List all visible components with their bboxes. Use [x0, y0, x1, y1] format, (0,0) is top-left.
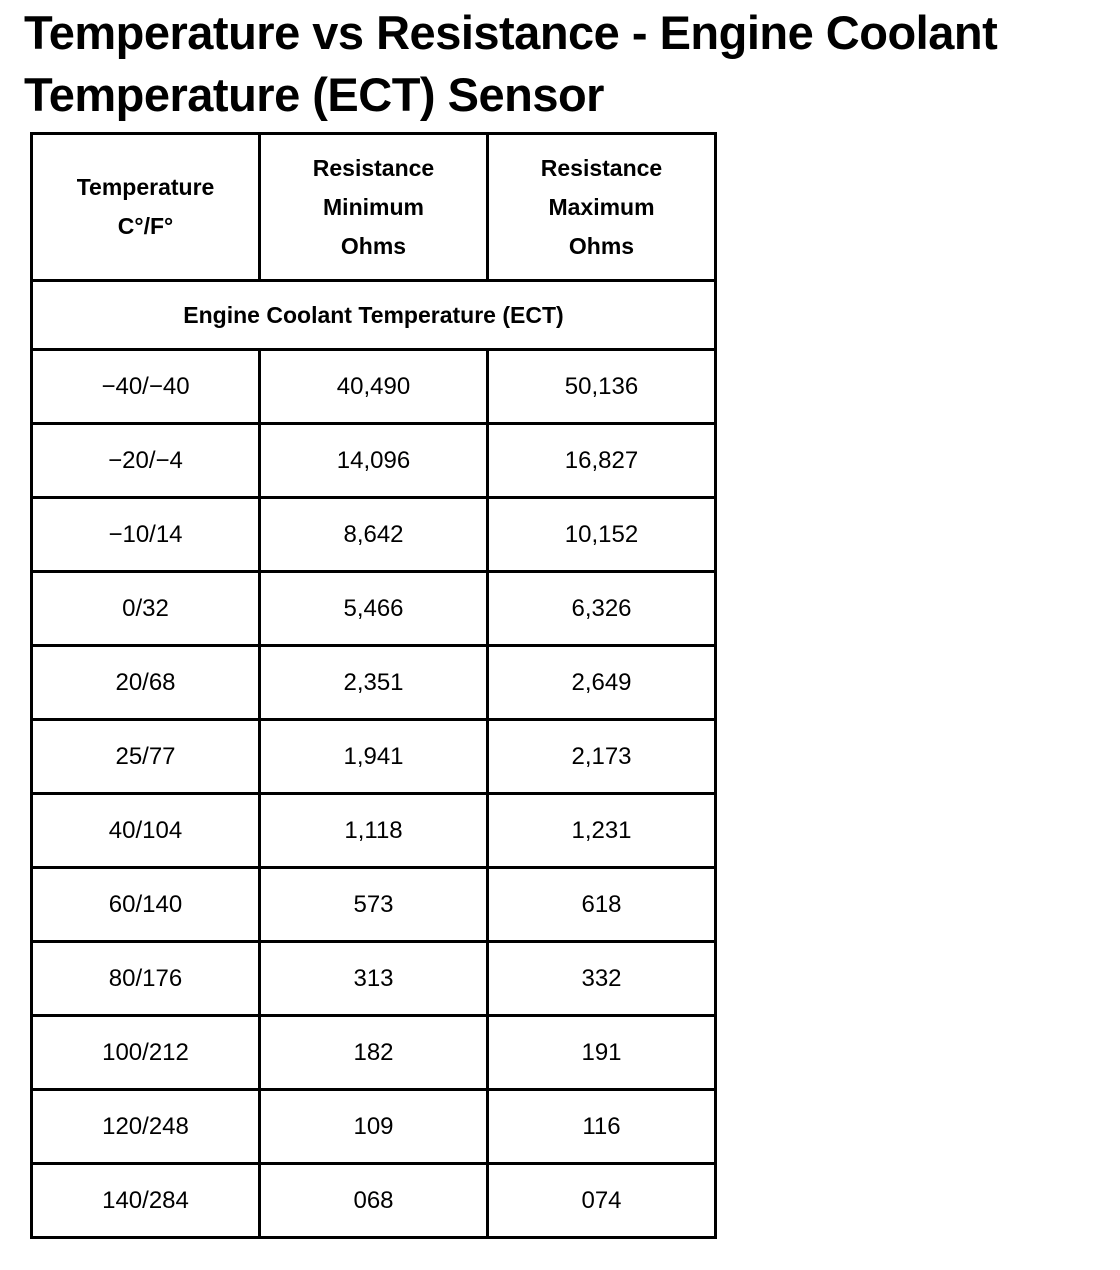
page-title: Temperature vs Resistance - Engine Coola… — [24, 6, 998, 121]
header-line: Ohms — [568, 232, 635, 259]
resistance-min-cell: 109 — [258, 1088, 489, 1165]
table-row: 80/176 313 332 — [30, 940, 717, 1017]
resistance-min-cell: 573 — [258, 866, 489, 943]
section-row: Engine Coolant Temperature (ECT) — [30, 279, 717, 351]
header-line: Maximum — [548, 193, 655, 220]
table-row: −40/−40 40,490 50,136 — [30, 348, 717, 425]
resistance-max-cell: 16,827 — [486, 422, 717, 499]
resistance-max-cell: 2,173 — [486, 718, 717, 795]
header-line: Resistance — [312, 154, 435, 181]
resistance-max-cell: 6,326 — [486, 570, 717, 647]
table-row: 0/32 5,466 6,326 — [30, 570, 717, 647]
resistance-min-cell: 1,941 — [258, 718, 489, 795]
header-row: Temperature C°/F° Resistance Minimum Ohms R… — [30, 132, 717, 282]
temperature-cell: −40/−40 — [30, 348, 261, 425]
resistance-max-cell: 191 — [486, 1014, 717, 1091]
resistance-min-cell: 40,490 — [258, 348, 489, 425]
temperature-cell: 0/32 — [30, 570, 261, 647]
header-line: Minimum — [323, 193, 424, 220]
table-row: 140/284 068 074 — [30, 1162, 717, 1239]
resistance-min-cell: 8,642 — [258, 496, 489, 573]
resistance-max-cell: 074 — [486, 1162, 717, 1239]
resistance-min-cell: 313 — [258, 940, 489, 1017]
temperature-cell: 25/77 — [30, 718, 261, 795]
resistance-min-cell: 068 — [258, 1162, 489, 1239]
header-resistance-max: Resistance Maximum Ohms — [486, 132, 717, 282]
temperature-cell: 80/176 — [30, 940, 261, 1017]
table-row: 20/68 2,351 2,649 — [30, 644, 717, 721]
resistance-min-cell: 2,351 — [258, 644, 489, 721]
table-row: 60/140 573 618 — [30, 866, 717, 943]
header-line: C°/F° — [117, 213, 174, 239]
table-row: 25/77 1,941 2,173 — [30, 718, 717, 795]
temperature-cell: 100/212 — [30, 1014, 261, 1091]
resistance-max-cell: 116 — [486, 1088, 717, 1165]
table-row: 100/212 182 191 — [30, 1014, 717, 1091]
resistance-table: Temperature C°/F° Resistance Minimum Ohms R… — [30, 132, 717, 1239]
header-temperature: Temperature C°/F° — [30, 132, 261, 282]
table-row: 40/104 1,118 1,231 — [30, 792, 717, 869]
resistance-min-cell: 5,466 — [258, 570, 489, 647]
temperature-cell: 40/104 — [30, 792, 261, 869]
resistance-min-cell: 182 — [258, 1014, 489, 1091]
resistance-max-cell: 332 — [486, 940, 717, 1017]
header-resistance-min: Resistance Minimum Ohms — [258, 132, 489, 282]
header-line: Temperature — [76, 174, 215, 200]
resistance-max-cell: 2,649 — [486, 644, 717, 721]
temperature-cell: 20/68 — [30, 644, 261, 721]
resistance-max-cell: 1,231 — [486, 792, 717, 869]
temperature-cell: 60/140 — [30, 866, 261, 943]
resistance-max-cell: 10,152 — [486, 496, 717, 573]
header-line: Resistance — [540, 154, 663, 181]
table-row: −20/−4 14,096 16,827 — [30, 422, 717, 499]
resistance-min-cell: 1,118 — [258, 792, 489, 869]
resistance-min-cell: 14,096 — [258, 422, 489, 499]
temperature-cell: 120/248 — [30, 1088, 261, 1165]
table-row: −10/14 8,642 10,152 — [30, 496, 717, 573]
header-line: Ohms — [340, 232, 407, 259]
section-label: Engine Coolant Temperature (ECT) — [30, 279, 717, 351]
temperature-cell: −20/−4 — [30, 422, 261, 499]
table-row: 120/248 109 116 — [30, 1088, 717, 1165]
temperature-cell: −10/14 — [30, 496, 261, 573]
temperature-cell: 140/284 — [30, 1162, 261, 1239]
resistance-max-cell: 618 — [486, 866, 717, 943]
resistance-max-cell: 50,136 — [486, 348, 717, 425]
